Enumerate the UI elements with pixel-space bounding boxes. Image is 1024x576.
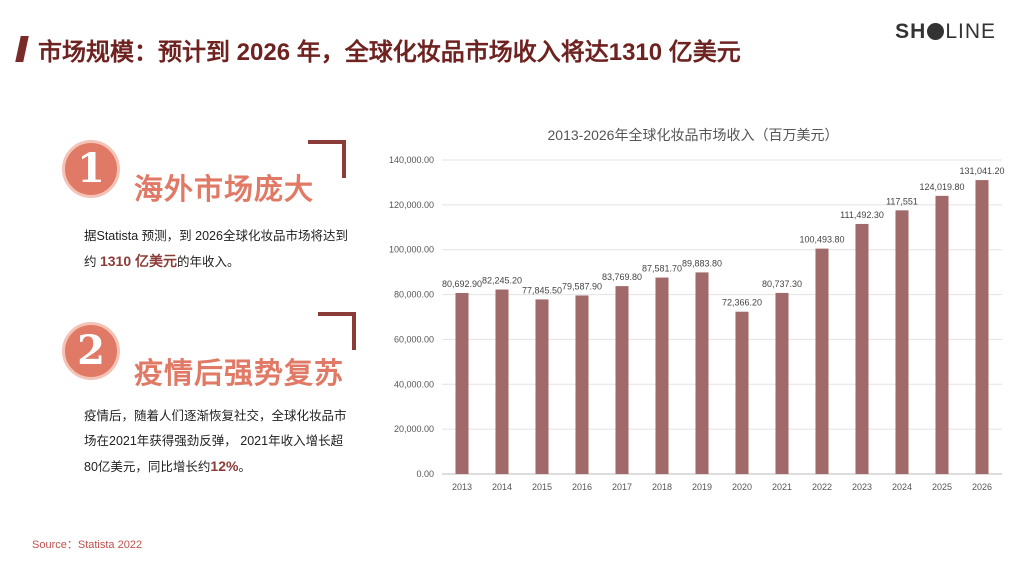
data-label: 80,737.30 — [762, 279, 802, 289]
data-label: 89,883.80 — [682, 258, 722, 268]
data-label: 79,587.90 — [562, 281, 602, 291]
bar-2014 — [495, 289, 509, 474]
bar-2016 — [575, 295, 589, 474]
bar-2022 — [815, 248, 829, 474]
data-label: 82,245.20 — [482, 276, 522, 286]
y-tick-label: 0.00 — [416, 469, 434, 479]
x-tick-label: 2026 — [972, 482, 992, 492]
point-2-number: 2 — [62, 322, 120, 380]
point-1-heading: 海外市场庞大 — [134, 174, 315, 206]
bar-2017 — [615, 286, 629, 474]
point-1-text: 据Statista 预测，到 2026全球化妆品市场将达到约 1310 亿美元的… — [84, 229, 348, 269]
data-label: 124,019.80 — [919, 182, 964, 192]
shopline-logo: SHPLINE — [895, 20, 996, 43]
bar-2025 — [935, 195, 949, 474]
x-tick-label: 2015 — [532, 482, 552, 492]
data-label: 111,492.30 — [840, 210, 884, 220]
chart-title: 2013-2026年全球化妆品市场收入（百万美元） — [548, 127, 839, 143]
page-title: 市场规模：预计到 2026 年，全球化妆品市场收入将达1310 亿美元 — [38, 39, 741, 66]
data-label: 72,366.20 — [722, 298, 762, 308]
x-tick-label: 2022 — [812, 482, 832, 492]
x-tick-label: 2018 — [652, 482, 672, 492]
x-tick-label: 2021 — [772, 482, 792, 492]
x-tick-label: 2025 — [932, 482, 952, 492]
y-tick-label: 80,000.00 — [394, 290, 434, 300]
bar-2021 — [775, 292, 789, 474]
y-tick-label: 40,000.00 — [394, 379, 434, 389]
point-2-text: 疫情后，随着人们逐渐恢复社交，全球化妆品市场在2021年获得强劲反弹， 2021… — [84, 409, 347, 474]
x-tick-label: 2024 — [892, 482, 912, 492]
bar-2020 — [735, 311, 749, 474]
data-label: 117,551 — [886, 196, 918, 206]
bar-2026 — [975, 180, 989, 474]
y-tick-label: 20,000.00 — [394, 424, 434, 434]
point-1-highlight: 1310 亿美元 — [99, 253, 178, 269]
corner-decoration-2 — [318, 312, 356, 350]
y-tick-label: 120,000.00 — [389, 200, 434, 210]
bar-2023 — [855, 223, 869, 474]
x-tick-label: 2017 — [612, 482, 632, 492]
source-note: Source：Statista 2022 — [32, 539, 143, 551]
y-tick-label: 100,000.00 — [389, 245, 434, 255]
point-1-number: 1 — [62, 140, 120, 198]
x-tick-label: 2020 — [732, 482, 752, 492]
data-label: 77,845.50 — [522, 285, 562, 295]
bar-2015 — [535, 299, 549, 474]
x-tick-label: 2014 — [492, 482, 512, 492]
x-tick-label: 2016 — [572, 482, 592, 492]
y-tick-label: 60,000.00 — [394, 334, 434, 344]
y-tick-label: 140,000.00 — [389, 155, 434, 165]
point-2-highlight: 12% — [210, 458, 239, 474]
logo-globe-icon — [927, 23, 945, 40]
x-tick-label: 2019 — [692, 482, 712, 492]
data-label: 87,581.70 — [642, 264, 682, 274]
title-accent-bar — [15, 36, 29, 62]
data-label: 80,692.90 — [442, 279, 482, 289]
bar-2024 — [895, 210, 909, 474]
x-tick-label: 2023 — [852, 482, 872, 492]
x-tick-label: 2013 — [452, 482, 472, 492]
corner-decoration-1 — [308, 140, 346, 178]
data-label: 131,041.20 — [959, 166, 1004, 176]
point-2-heading: 疫情后强势复苏 — [134, 358, 345, 390]
bar-2019 — [695, 272, 709, 474]
data-label: 83,769.80 — [602, 272, 642, 282]
bar-2013 — [455, 293, 469, 474]
data-label: 100,493.80 — [799, 235, 844, 245]
bar-2018 — [655, 277, 669, 474]
